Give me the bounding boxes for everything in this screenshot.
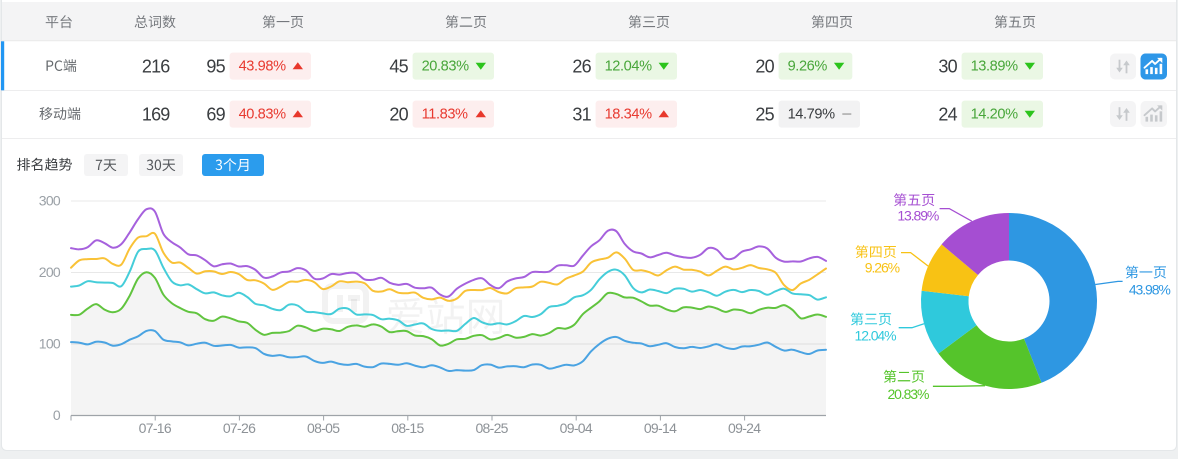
svg-text:13.89%: 13.89% bbox=[971, 59, 1019, 75]
svg-text:11.83%: 11.83% bbox=[422, 107, 468, 123]
svg-text:30: 30 bbox=[938, 57, 957, 77]
svg-text:13.89%: 13.89% bbox=[897, 208, 939, 224]
svg-text:25: 25 bbox=[755, 105, 774, 125]
svg-text:40.83%: 40.83% bbox=[239, 107, 287, 123]
svg-text:20: 20 bbox=[389, 105, 408, 125]
svg-text:24: 24 bbox=[938, 105, 957, 125]
svg-text:12.04%: 12.04% bbox=[855, 327, 897, 343]
svg-text:07-26: 07-26 bbox=[223, 420, 256, 436]
svg-text:14.79%: 14.79% bbox=[788, 107, 836, 123]
svg-text:9.26%: 9.26% bbox=[788, 59, 828, 75]
svg-text:26: 26 bbox=[572, 57, 591, 77]
svg-text:169: 169 bbox=[142, 105, 170, 125]
svg-text:95: 95 bbox=[206, 57, 225, 77]
svg-text:20: 20 bbox=[755, 57, 774, 77]
svg-text:09-04: 09-04 bbox=[560, 420, 593, 436]
svg-text:200: 200 bbox=[39, 264, 61, 280]
svg-text:43.98%: 43.98% bbox=[1129, 282, 1171, 298]
svg-text:0: 0 bbox=[53, 407, 61, 423]
svg-text:08-15: 08-15 bbox=[391, 420, 424, 436]
svg-text:43.98%: 43.98% bbox=[239, 59, 287, 75]
svg-text:300: 300 bbox=[39, 193, 61, 209]
svg-text:08-25: 08-25 bbox=[475, 420, 508, 436]
svg-text:31: 31 bbox=[572, 105, 591, 125]
svg-text:100: 100 bbox=[39, 336, 61, 352]
svg-text:18.34%: 18.34% bbox=[605, 107, 653, 123]
svg-text:69: 69 bbox=[206, 105, 225, 125]
svg-text:20.83%: 20.83% bbox=[422, 59, 470, 75]
svg-text:09-14: 09-14 bbox=[644, 420, 677, 436]
svg-text:216: 216 bbox=[142, 57, 170, 77]
svg-text:12.04%: 12.04% bbox=[605, 59, 653, 75]
svg-text:07-16: 07-16 bbox=[139, 420, 172, 436]
svg-text:09-24: 09-24 bbox=[728, 420, 761, 436]
svg-text:08-05: 08-05 bbox=[307, 420, 340, 436]
svg-text:9.26%: 9.26% bbox=[865, 260, 900, 276]
svg-text:45: 45 bbox=[389, 57, 408, 77]
svg-text:14.20%: 14.20% bbox=[971, 107, 1019, 123]
svg-text:20.83%: 20.83% bbox=[887, 386, 929, 402]
